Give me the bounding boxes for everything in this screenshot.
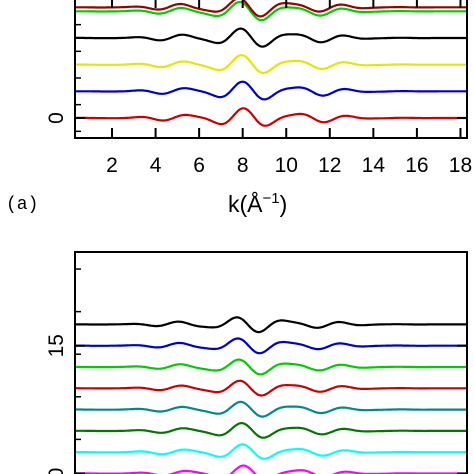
x-tick-label: 8	[237, 154, 249, 177]
x-tick-label: 18	[449, 154, 472, 177]
chart-panel-a: 2 4 6 8 10 12 14 16 18 0 k(Å−1) (a)	[6, 0, 472, 217]
chart-panel-b: 15 0	[45, 252, 467, 474]
series-line-8	[75, 317, 467, 332]
series-line-1	[75, 466, 467, 474]
x-tick-label: 4	[150, 154, 162, 177]
x-tick-label: 12	[318, 154, 341, 177]
x-tick-label: 6	[193, 154, 205, 177]
x-tick-label: 16	[405, 154, 428, 177]
series-line-2	[75, 444, 467, 458]
panel-a-x-axis-label: k(Å−1)	[228, 190, 287, 217]
series-line-4	[75, 402, 467, 417]
x-tick-label: 10	[275, 154, 298, 177]
series-line-6	[75, 360, 467, 375]
series-line-3	[75, 55, 467, 73]
y-tick-label: 15	[45, 334, 68, 357]
series-line-4	[75, 29, 467, 47]
series-line-3	[75, 423, 467, 438]
series-line-7	[75, 339, 467, 354]
panel-b-frame	[75, 252, 467, 474]
panel-b-series	[75, 317, 467, 474]
x-tick-label: 2	[106, 154, 118, 177]
series-line-1	[75, 108, 467, 125]
panel-a-label: (a)	[6, 195, 38, 215]
y-tick-label: 0	[45, 468, 68, 474]
panel-b-y-ticks: 15 0	[45, 269, 467, 474]
series-line-5	[75, 381, 467, 396]
x-tick-label: 14	[362, 154, 386, 177]
series-line-2	[75, 82, 467, 100]
y-tick-label: 0	[45, 112, 68, 124]
panel-a-series	[75, 0, 467, 126]
